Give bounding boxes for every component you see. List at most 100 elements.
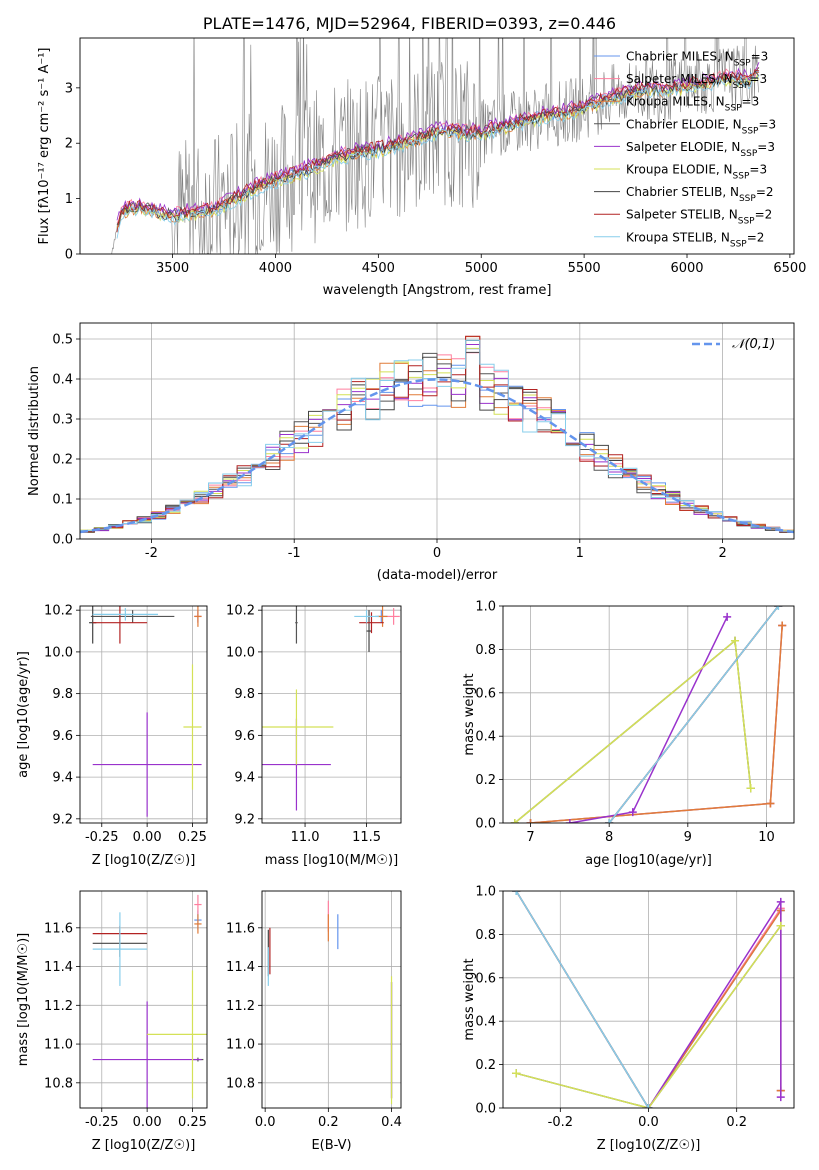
- y-tick-label: 11.4: [226, 960, 255, 975]
- x-axis-label: E(B-V): [311, 1138, 351, 1153]
- plot-content: [80, 606, 207, 823]
- y-tick-label: 0: [65, 248, 73, 263]
- legend-label: Kroupa ELODIE, NSSP=3: [626, 163, 767, 182]
- y-tick-label: 10.0: [44, 645, 73, 660]
- x-tick-label: 5500: [568, 261, 601, 276]
- x-tick-label: 3500: [156, 261, 189, 276]
- x-tick-label: 11.5: [352, 830, 381, 845]
- axes-frame: [502, 890, 795, 1109]
- y-tick-label: 0.2: [52, 453, 73, 468]
- y-tick-label: 9.4: [52, 771, 73, 786]
- weight-marker: [605, 819, 614, 823]
- legend-label: Kroupa MILES, NSSP=3: [626, 95, 759, 114]
- y-tick-label: 9.2: [234, 812, 255, 827]
- plot-content: [110, 38, 760, 254]
- weight-marker: [510, 819, 519, 823]
- panel-mass-vs-ebv: 0.0 0.2 0.4 10.8 11.0 11.2 11.4 11.6: [226, 890, 402, 1130]
- weight-marker: [778, 621, 787, 630]
- axes-frame: [261, 605, 402, 824]
- legend-label: Salpeter MILES, NSSP=3: [626, 72, 767, 91]
- x-tick-label: -2: [145, 546, 158, 561]
- weight-marker: [776, 897, 785, 906]
- y-tick-label: 0.8: [475, 928, 496, 943]
- y-tick-label: 0.8: [475, 643, 496, 658]
- y-tick-label: 9.4: [234, 771, 255, 786]
- legend-label: Chabrier STELIB, NSSP=2: [626, 185, 774, 204]
- legend-label: Salpeter ELODIE, NSSP=3: [626, 140, 775, 159]
- weight-line: [516, 925, 782, 1108]
- model-line: [116, 69, 760, 233]
- x-tick-label: 0.0: [255, 1115, 276, 1130]
- panel-mass-vs-Z: -0.25 0.00 0.25 10.8 11.0 11.2 11.4 11.6: [44, 890, 208, 1130]
- weight-marker: [512, 891, 521, 895]
- x-tick-label: 7: [526, 830, 534, 845]
- y-tick-label: 9.8: [234, 687, 255, 702]
- x-tick-label: 8: [605, 830, 613, 845]
- weight-marker: [776, 921, 785, 930]
- y-axis-label: mass weight: [462, 673, 477, 755]
- y-tick-label: 1.0: [475, 885, 496, 900]
- weight-marker: [774, 606, 783, 610]
- model-line: [116, 69, 760, 226]
- x-tick-label: 0.2: [318, 1115, 339, 1130]
- y-tick-label: 2: [65, 137, 73, 152]
- panel-massweight-vs-Z: -0.2 0.0 0.2 0.0 0.2 0.4 0.6 0.8 1.0: [475, 885, 795, 1130]
- y-tick-label: 11.2: [44, 999, 73, 1014]
- x-tick-label: 0.25: [178, 830, 207, 845]
- y-tick-label: 10.2: [44, 604, 73, 619]
- weight-marker: [766, 799, 775, 808]
- plot-area: [503, 606, 794, 823]
- x-tick-label: 2: [718, 546, 726, 561]
- plot-area: [80, 606, 207, 823]
- panel-residuals: -2 -1 0 1 2 0.0 0.1 0.2 0.3 0.4 0.5 𝒩(0,1): [52, 322, 795, 561]
- panel-age-vs-Z: -0.25 0.00 0.25 9.2 9.4 9.6 9.8 10.0 10.2: [44, 604, 208, 845]
- x-tick-label: 11.0: [291, 830, 320, 845]
- y-tick-label: 0.2: [475, 1058, 496, 1073]
- x-tick-label: 1: [576, 546, 584, 561]
- weight-line: [515, 891, 650, 1108]
- histogram-step: [80, 335, 794, 533]
- data-spectrum: [110, 38, 759, 254]
- plot-content: [262, 606, 401, 823]
- y-tick-label: 0.6: [475, 686, 496, 701]
- legend-label: Salpeter STELIB, NSSP=2: [626, 208, 772, 227]
- x-tick-label: 0.25: [178, 1115, 207, 1130]
- panel-massweight-vs-age: 7 8 9 10 0.0 0.2 0.4 0.6 0.8 1.0: [475, 600, 795, 845]
- y-tick-label: 10.8: [226, 1076, 255, 1091]
- x-tick-label: 0.00: [133, 830, 162, 845]
- y-tick-label: 0.1: [52, 493, 73, 508]
- x-tick-label: -1: [288, 546, 301, 561]
- weight-marker: [565, 819, 574, 823]
- x-tick-label: 0.4: [381, 1115, 402, 1130]
- plot-area: [262, 606, 401, 823]
- x-tick-label: 6500: [773, 261, 806, 276]
- y-axis-label: Flux [fλ10⁻¹⁷ erg cm⁻² s⁻¹ A⁻¹]: [37, 48, 52, 245]
- y-axis-label: Normed distribution: [27, 366, 42, 496]
- normal-curve: [80, 378, 794, 534]
- x-tick-label: 9: [684, 830, 692, 845]
- y-tick-label: 0.0: [52, 533, 73, 548]
- y-tick-label: 3: [65, 81, 73, 96]
- axes-frame: [79, 605, 208, 824]
- weight-marker: [628, 808, 637, 817]
- x-axis-label: Z [log10(Z/Z☉)]: [92, 853, 196, 868]
- weight-line: [608, 606, 779, 823]
- y-tick-label: 9.6: [52, 729, 73, 744]
- y-tick-label: 0.4: [52, 373, 73, 388]
- x-axis-label: Z [log10(Z/Z☉)]: [92, 1138, 196, 1153]
- weight-marker: [512, 1069, 521, 1078]
- y-tick-label: 0.4: [475, 1015, 496, 1030]
- plot-area: [80, 891, 207, 1108]
- y-tick-label: 11.0: [226, 1038, 255, 1053]
- y-tick-label: 0.5: [52, 333, 73, 348]
- weight-marker: [526, 819, 535, 823]
- axes-frame: [79, 890, 208, 1109]
- x-tick-label: 0.00: [133, 1115, 162, 1130]
- weight-marker: [644, 1104, 653, 1108]
- axes-frame: [261, 890, 402, 1109]
- y-axis-label: mass weight: [462, 958, 477, 1040]
- y-axis-label: mass [log10(M/M☉)]: [16, 933, 31, 1066]
- y-axis-label: age [log10(age/yr)]: [16, 651, 31, 778]
- plot-content: [80, 323, 794, 539]
